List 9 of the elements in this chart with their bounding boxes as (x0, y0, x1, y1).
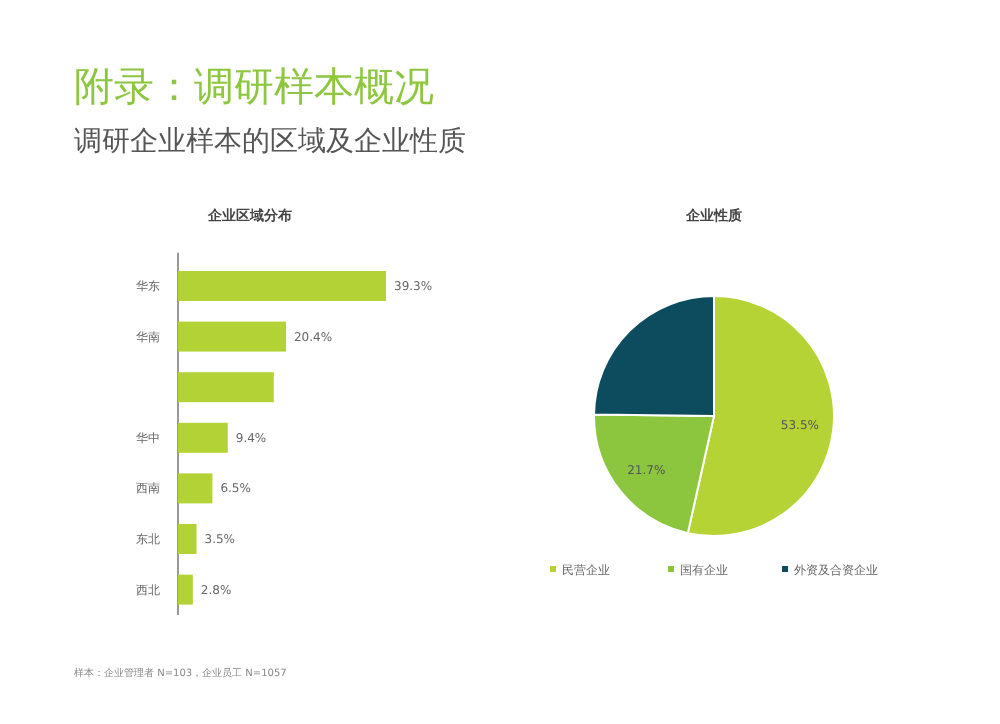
bar (178, 524, 197, 554)
bar (178, 422, 228, 453)
text: 附录：调研样本概况 (74, 62, 434, 110)
bar (178, 473, 213, 504)
bar (178, 321, 286, 352)
bar (178, 271, 386, 301)
bar (178, 574, 193, 605)
text: 调研企业样本的区域及企业性质 (74, 126, 466, 158)
bar (178, 372, 274, 403)
